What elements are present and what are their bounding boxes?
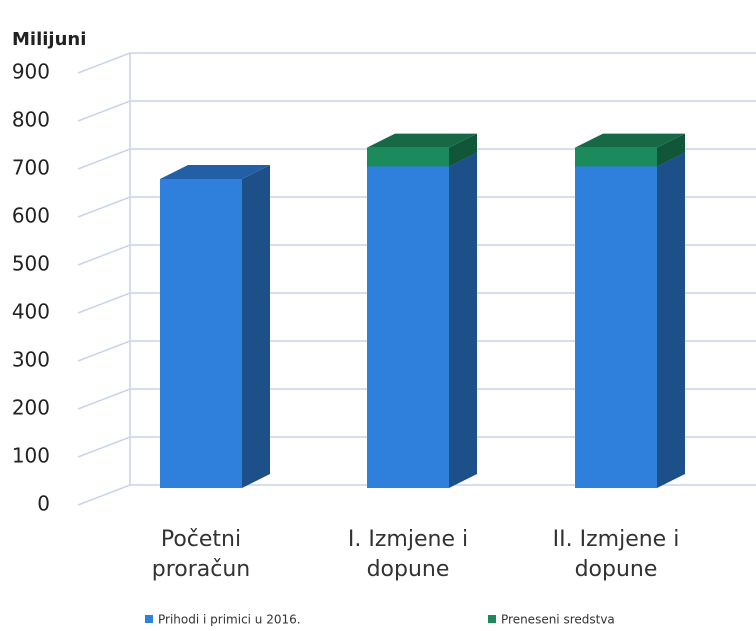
bar-face bbox=[575, 133, 685, 148]
legend-swatch bbox=[488, 615, 496, 623]
y-axis-label: Milijuni bbox=[12, 29, 86, 50]
bar-face bbox=[367, 133, 477, 148]
y-tick-label: 300 bbox=[12, 348, 50, 372]
grid-line bbox=[77, 100, 756, 122]
bar bbox=[160, 164, 270, 488]
bar-face bbox=[449, 152, 477, 488]
x-tick-label: I. Izmjene i dopune bbox=[347, 527, 469, 582]
y-tick-label: 0 bbox=[37, 492, 50, 516]
bar-face bbox=[160, 164, 270, 179]
y-tick-label: 200 bbox=[12, 396, 50, 420]
y-tick-label: 800 bbox=[12, 108, 50, 132]
bar bbox=[575, 152, 685, 488]
bar-face bbox=[367, 166, 449, 488]
bar-face bbox=[657, 133, 685, 167]
y-tick-label: 700 bbox=[12, 156, 50, 180]
y-tick-label: 900 bbox=[12, 60, 50, 84]
bar-face bbox=[367, 147, 449, 167]
legend-label: Preneseni sredstva bbox=[501, 613, 615, 627]
grid-line bbox=[77, 52, 756, 74]
y-tick-label: 600 bbox=[12, 204, 50, 228]
legend-swatch bbox=[145, 615, 153, 623]
y-tick-label: 500 bbox=[12, 252, 50, 276]
y-tick-label: 100 bbox=[12, 444, 50, 468]
bar bbox=[575, 133, 685, 167]
bar-face bbox=[657, 152, 685, 488]
x-tick-label: II. Izmjene i dopune bbox=[552, 527, 680, 582]
x-tick-label: Početni proračun bbox=[151, 527, 251, 582]
bar-face bbox=[242, 164, 270, 488]
bar bbox=[367, 133, 477, 167]
bar bbox=[367, 152, 477, 488]
bar-face bbox=[160, 178, 242, 488]
bar-face bbox=[575, 147, 657, 167]
bar-face bbox=[575, 166, 657, 488]
legend-label: Prihodi i primici u 2016. bbox=[158, 613, 301, 627]
bar-face bbox=[449, 133, 477, 167]
y-tick-label: 400 bbox=[12, 300, 50, 324]
